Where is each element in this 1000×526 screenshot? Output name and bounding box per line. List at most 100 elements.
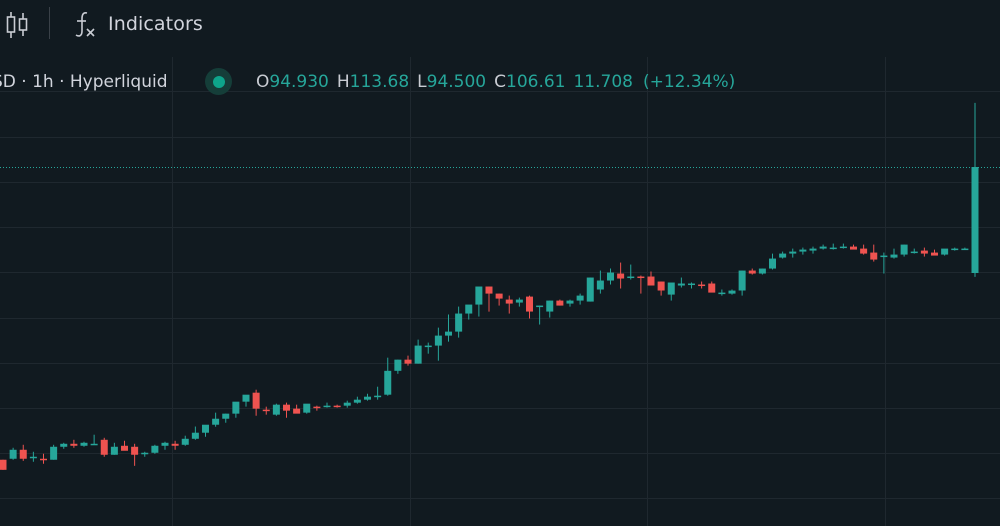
candle [627, 264, 635, 280]
candle [434, 327, 442, 361]
candle [931, 249, 938, 256]
candle [100, 437, 108, 457]
candle [151, 444, 159, 454]
candle [667, 282, 675, 301]
candle [758, 268, 766, 275]
candle [212, 412, 220, 427]
candle [637, 275, 645, 294]
candle [870, 244, 878, 262]
candle [789, 248, 797, 258]
candle [50, 444, 58, 460]
candle [647, 271, 655, 286]
close-label: C [494, 72, 506, 92]
candle [252, 389, 260, 416]
candle [738, 270, 746, 296]
candle [262, 406, 270, 415]
candle [536, 305, 544, 325]
candle [576, 293, 584, 305]
candle [485, 286, 493, 312]
candle [0, 459, 7, 470]
change-value: 11.708 [573, 72, 633, 92]
indicators-button[interactable]: Indicators [72, 4, 203, 44]
change-percent: (+12.34%) [642, 72, 736, 92]
candle [860, 244, 868, 255]
ohlc-values: O 94.930 H 113.68 L 94.500 C 106.61 11.708 (+… [256, 70, 735, 94]
candle [343, 400, 351, 408]
candle [40, 453, 47, 464]
candle [283, 402, 290, 418]
candle [526, 295, 533, 319]
candle [424, 342, 432, 354]
candle [202, 424, 209, 437]
candle [769, 253, 776, 270]
candle [617, 262, 625, 289]
toolbar-divider [49, 7, 50, 39]
candle [890, 248, 898, 259]
candle [222, 413, 230, 423]
open-label: O [256, 72, 270, 92]
candle [242, 394, 250, 407]
candle [607, 268, 614, 285]
candle [191, 426, 199, 440]
candle [455, 306, 463, 338]
candle [70, 439, 78, 448]
low-label: L [417, 72, 427, 92]
candle [384, 357, 392, 396]
candle [657, 281, 665, 296]
candle [961, 247, 969, 251]
candle [323, 402, 331, 408]
open-value: 94.930 [269, 72, 329, 92]
candle [688, 282, 695, 289]
status-dot-icon [212, 75, 225, 88]
candle [708, 281, 716, 293]
fx-icon [75, 12, 95, 37]
candle [293, 404, 301, 414]
candle [465, 304, 473, 320]
candle [850, 244, 857, 250]
candle [819, 244, 827, 250]
candle [728, 289, 736, 295]
candle [475, 286, 483, 317]
candle [60, 442, 68, 449]
candle [181, 435, 189, 446]
candle [556, 299, 564, 306]
candle [121, 440, 128, 451]
candle [232, 401, 240, 418]
candle [110, 442, 118, 455]
candle [971, 102, 979, 277]
high-value: 113.68 [349, 72, 410, 92]
candle [596, 270, 604, 294]
candle [951, 247, 959, 251]
market-status-indicator[interactable] [205, 68, 232, 95]
candle [779, 251, 787, 259]
candle [404, 355, 412, 366]
close-value: 106.61 [506, 72, 566, 92]
candle [445, 314, 452, 342]
candle [19, 444, 27, 461]
symbol-label[interactable]: SD · 1h · Hyperliquid [0, 72, 168, 92]
candlestick-chart-icon [6, 12, 28, 38]
candle [677, 277, 685, 288]
candle [718, 289, 726, 296]
candle [900, 244, 908, 257]
candle [829, 243, 837, 250]
candlestick-chart[interactable] [0, 57, 1000, 526]
candle [9, 447, 17, 460]
candle [161, 441, 169, 450]
candle [586, 277, 594, 302]
low-value: 94.500 [426, 72, 487, 92]
candle [394, 359, 402, 374]
candle [29, 451, 37, 462]
candle [748, 268, 756, 275]
indicators-label: Indicators [108, 13, 203, 35]
candle [272, 403, 280, 416]
chart-type-button[interactable] [4, 5, 30, 45]
candle [90, 434, 98, 446]
candle [80, 441, 88, 447]
candle [374, 386, 382, 400]
candle [839, 243, 847, 249]
candle [333, 404, 341, 408]
candle [141, 451, 149, 457]
candle [364, 393, 371, 401]
candle [171, 440, 179, 450]
